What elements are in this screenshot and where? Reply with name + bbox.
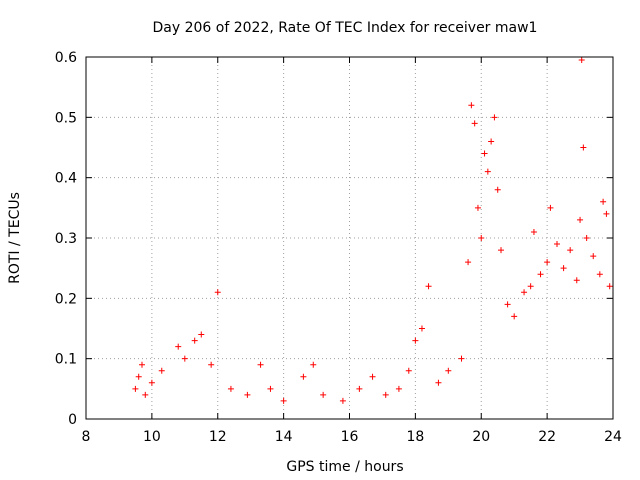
data-point xyxy=(300,373,307,380)
data-point xyxy=(191,337,198,344)
data-point xyxy=(142,391,149,398)
data-point xyxy=(471,120,478,127)
data-point xyxy=(580,144,587,151)
data-point xyxy=(208,361,215,368)
data-point xyxy=(135,373,142,380)
data-point xyxy=(369,373,376,380)
data-point xyxy=(158,367,165,374)
y-tick-label: 0.4 xyxy=(55,171,77,187)
y-tick-label: 0.3 xyxy=(55,231,77,247)
data-point xyxy=(227,385,234,392)
data-point xyxy=(567,247,574,254)
data-point xyxy=(491,114,498,121)
data-point xyxy=(257,361,264,368)
data-point xyxy=(280,397,287,404)
data-point xyxy=(521,289,528,296)
data-point xyxy=(132,385,139,392)
data-point xyxy=(547,204,554,211)
data-point xyxy=(498,247,505,254)
data-point xyxy=(544,259,551,266)
data-point xyxy=(181,355,188,362)
data-point xyxy=(356,385,363,392)
data-point xyxy=(600,198,607,205)
data-point xyxy=(175,343,182,350)
data-point xyxy=(578,57,585,64)
data-point xyxy=(560,265,567,272)
data-point xyxy=(596,271,603,278)
x-tick-label: 12 xyxy=(209,429,227,445)
data-point xyxy=(382,391,389,398)
data-point xyxy=(527,283,534,290)
data-point xyxy=(198,331,205,338)
data-point xyxy=(405,367,412,374)
y-tick-labels: 0 0.1 0.2 0.3 0.4 0.5 0.6 xyxy=(55,50,77,428)
data-point xyxy=(320,391,327,398)
data-point xyxy=(138,361,145,368)
data-point xyxy=(339,397,346,404)
x-tick-label: 10 xyxy=(143,429,161,445)
x-tick-label: 24 xyxy=(604,429,622,445)
data-point xyxy=(465,259,472,266)
data-point xyxy=(504,301,511,308)
data-point xyxy=(511,313,518,320)
data-point xyxy=(474,204,481,211)
data-point xyxy=(603,210,610,217)
data-point xyxy=(425,283,432,290)
data-point xyxy=(484,168,491,175)
x-tick-label: 18 xyxy=(406,429,424,445)
data-point xyxy=(244,391,251,398)
x-tick-label: 22 xyxy=(538,429,556,445)
data-point xyxy=(573,277,580,284)
data-point xyxy=(412,337,419,344)
data-point xyxy=(488,138,495,145)
data-point xyxy=(458,355,465,362)
y-tick-label: 0.2 xyxy=(55,291,77,307)
x-tick-labels: 8 10 12 14 16 18 20 22 24 xyxy=(82,429,622,445)
data-point xyxy=(583,235,590,241)
data-point xyxy=(214,289,221,296)
data-point xyxy=(418,325,425,332)
x-tick-label: 20 xyxy=(472,429,490,445)
grid-lines xyxy=(86,57,613,419)
y-axis-label: ROTI / TECUs xyxy=(7,192,23,284)
data-point xyxy=(478,235,485,241)
y-tick-label: 0 xyxy=(68,412,77,428)
data-point xyxy=(554,241,561,248)
data-point xyxy=(590,253,597,260)
x-tick-label: 14 xyxy=(275,429,293,445)
data-point xyxy=(606,283,613,290)
y-tick-label: 0.6 xyxy=(55,50,77,66)
data-point xyxy=(395,385,402,392)
data-point xyxy=(310,361,317,368)
data-point xyxy=(267,385,274,392)
data-point xyxy=(435,379,442,386)
data-point xyxy=(530,228,537,235)
y-tick-label: 0.5 xyxy=(55,110,77,126)
data-point xyxy=(494,186,501,193)
data-point xyxy=(537,271,544,278)
axis-ticks xyxy=(85,56,614,420)
data-point xyxy=(445,367,452,374)
data-point xyxy=(481,150,488,157)
data-point xyxy=(577,216,584,223)
data-points xyxy=(132,57,613,404)
y-tick-label: 0.1 xyxy=(55,352,77,368)
data-point xyxy=(148,379,155,386)
x-axis-label: GPS time / hours xyxy=(286,459,403,475)
x-tick-label: 16 xyxy=(341,429,359,445)
chart-title: Day 206 of 2022, Rate Of TEC Index for r… xyxy=(153,20,538,36)
data-point xyxy=(468,102,475,109)
x-tick-label: 8 xyxy=(82,429,91,445)
